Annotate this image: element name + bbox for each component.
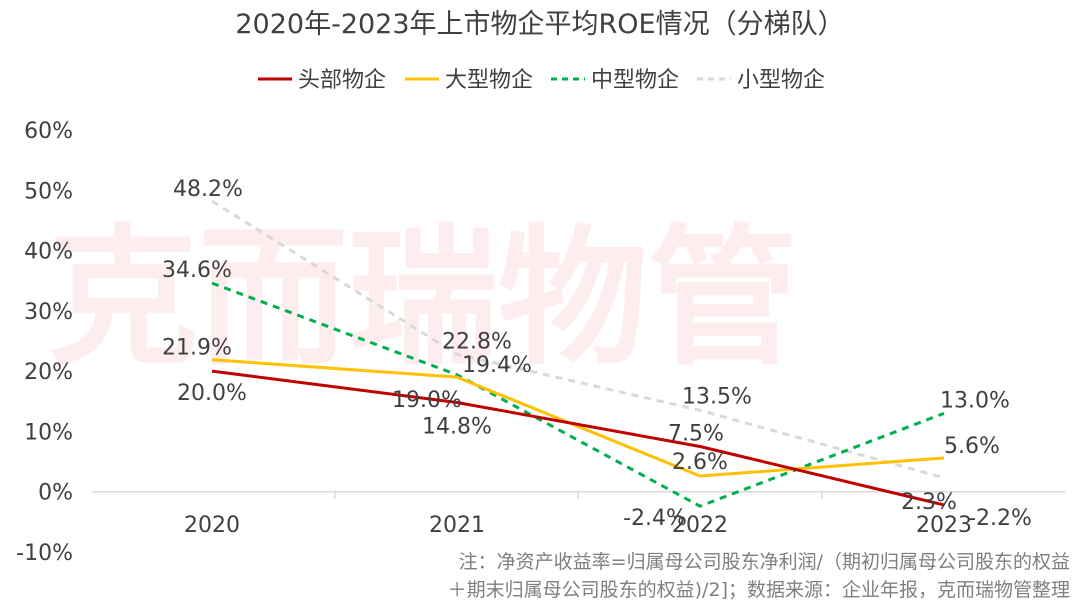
data-label: -2.2% — [968, 506, 1032, 531]
y-tick-label: 40% — [24, 240, 73, 265]
data-label: 48.2% — [173, 177, 243, 202]
data-label: 22.8% — [442, 329, 512, 354]
data-label: 34.6% — [162, 258, 232, 283]
data-label: 19.4% — [462, 353, 532, 378]
x-axis: 2020 2021 2022 2023 — [184, 491, 972, 538]
series-line — [211, 281, 945, 508]
chart-title: 2020年-2023年上市物企平均ROE情况（分梯队） — [235, 9, 844, 40]
y-axis: 60% 50% 40% 30% 20% 10% 0% -10% — [16, 119, 73, 566]
x-tick-label: 2021 — [429, 513, 485, 538]
y-tick-label: 0% — [38, 481, 73, 506]
watermark-logo: 克而瑞物管 — [48, 212, 798, 386]
data-label: 7.5% — [668, 422, 724, 447]
footnote-line-2: ＋期末归属母公司股东的权益)/2]；数据来源：企业年报，克而瑞物管整理 — [448, 579, 1070, 601]
x-tick-label: 2020 — [184, 513, 240, 538]
data-label: 2.3% — [901, 490, 957, 515]
data-label: 14.8% — [422, 414, 492, 439]
legend-item: 头部物企 — [298, 68, 386, 93]
series-line — [211, 199, 945, 480]
series-group — [211, 199, 945, 508]
data-label: 21.9% — [162, 336, 232, 361]
y-tick-label: -10% — [16, 541, 73, 566]
data-label: 19.0% — [392, 388, 462, 413]
data-labels: 20.0% 14.8% 7.5% -2.2% 21.9% 19.0% 2.6% 5.6% 34.… — [162, 177, 1032, 531]
data-label: -2.4% — [623, 506, 687, 531]
footnote-line-1: 注：净资产收益率=归属母公司股东净利润/（期初归属母公司股东的权益 — [459, 551, 1070, 573]
x-tick-label: 2023 — [916, 513, 972, 538]
data-label: 2.6% — [672, 450, 728, 475]
y-tick-label: 30% — [24, 300, 73, 325]
y-tick-label: 50% — [24, 179, 73, 204]
series-line — [211, 358, 945, 478]
data-label: 13.0% — [940, 388, 1010, 413]
series-line — [211, 369, 945, 507]
data-label: 20.0% — [177, 381, 247, 406]
data-label: 13.5% — [682, 384, 752, 409]
y-tick-label: 60% — [24, 119, 73, 144]
legend-item: 大型物企 — [445, 68, 533, 93]
y-tick-label: 20% — [24, 360, 73, 385]
legend: 头部物企 大型物企 中型物企 小型物企 — [258, 68, 825, 93]
y-tick-label: 10% — [24, 420, 73, 445]
x-tick-label: 2022 — [672, 513, 728, 538]
legend-item: 小型物企 — [737, 68, 825, 93]
legend-item: 中型物企 — [591, 68, 679, 93]
data-label: 5.6% — [944, 434, 1000, 459]
